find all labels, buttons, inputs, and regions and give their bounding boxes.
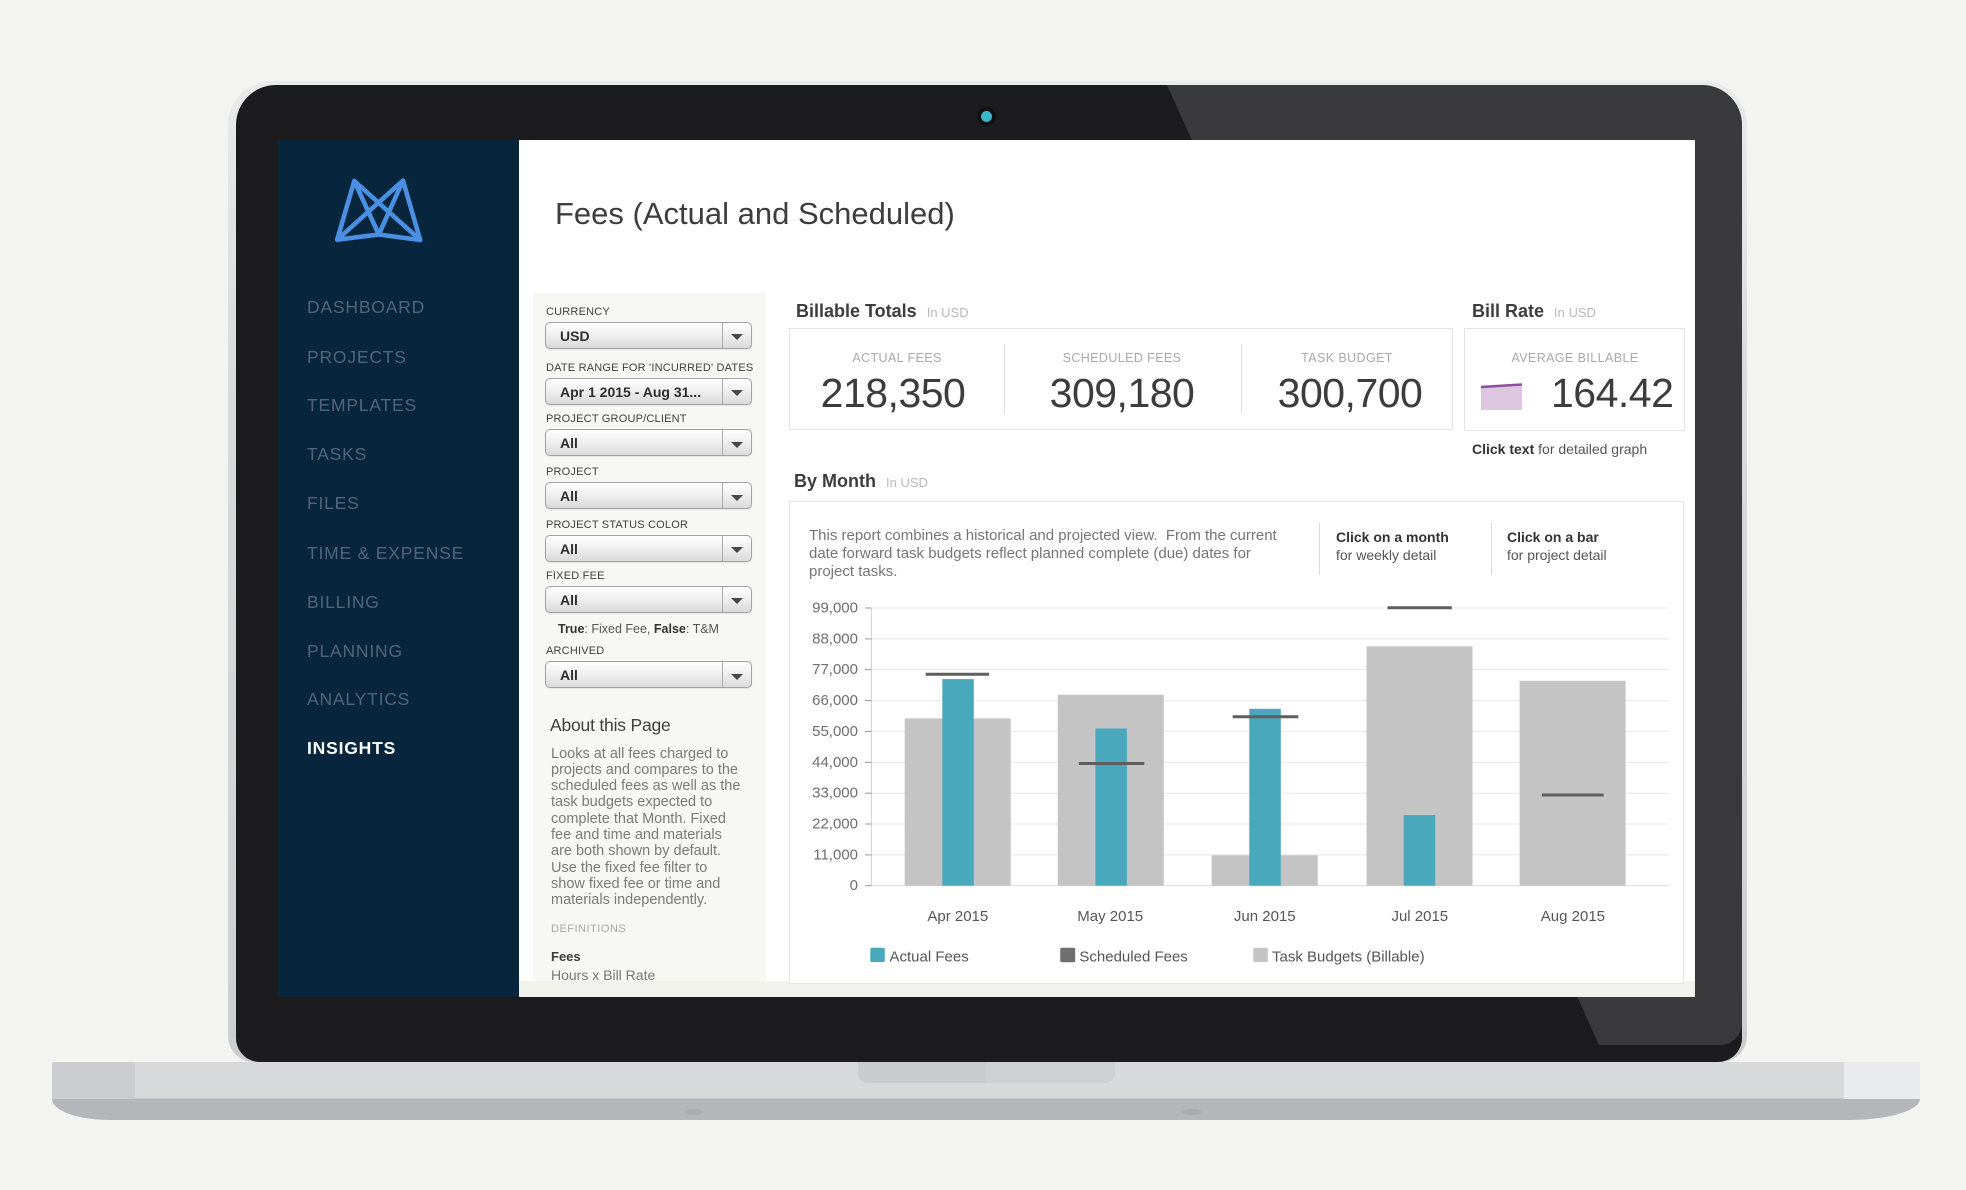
svg-text:55,000: 55,000: [812, 723, 858, 740]
svg-text:22,000: 22,000: [812, 816, 858, 833]
svg-text:66,000: 66,000: [812, 692, 858, 709]
svg-text:Jun 2015: Jun 2015: [1234, 908, 1296, 925]
svg-text:11,000: 11,000: [813, 846, 858, 863]
svg-text:44,000: 44,000: [812, 754, 858, 771]
svg-text:77,000: 77,000: [812, 661, 858, 678]
svg-text:May 2015: May 2015: [1077, 908, 1143, 925]
svg-text:Apr 2015: Apr 2015: [927, 908, 988, 925]
svg-text:33,000: 33,000: [812, 785, 858, 802]
svg-text:Actual Fees: Actual Fees: [890, 949, 969, 966]
svg-text:Jul 2015: Jul 2015: [1391, 908, 1448, 925]
svg-text:99,000: 99,000: [812, 600, 858, 617]
svg-text:0: 0: [850, 877, 858, 894]
svg-text:Aug 2015: Aug 2015: [1541, 908, 1605, 925]
svg-text:88,000: 88,000: [812, 630, 858, 647]
svg-text:Task Budgets (Billable): Task Budgets (Billable): [1272, 949, 1425, 966]
svg-text:Scheduled Fees: Scheduled Fees: [1079, 949, 1187, 966]
